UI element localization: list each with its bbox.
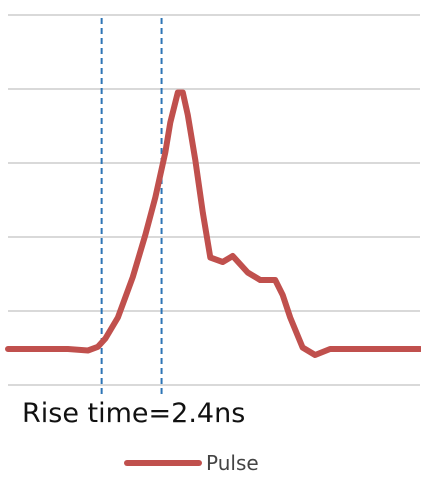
rise-time-markers [100, 18, 163, 394]
legend: Pulse [124, 451, 259, 475]
gridlines [8, 14, 420, 386]
legend-label-pulse: Pulse [206, 451, 259, 475]
series-group [5, 89, 421, 358]
rise-time-annotation: Rise time=2.4ns [22, 398, 246, 429]
legend-swatch-pulse [124, 460, 202, 466]
series-line-pulse [5, 89, 421, 358]
